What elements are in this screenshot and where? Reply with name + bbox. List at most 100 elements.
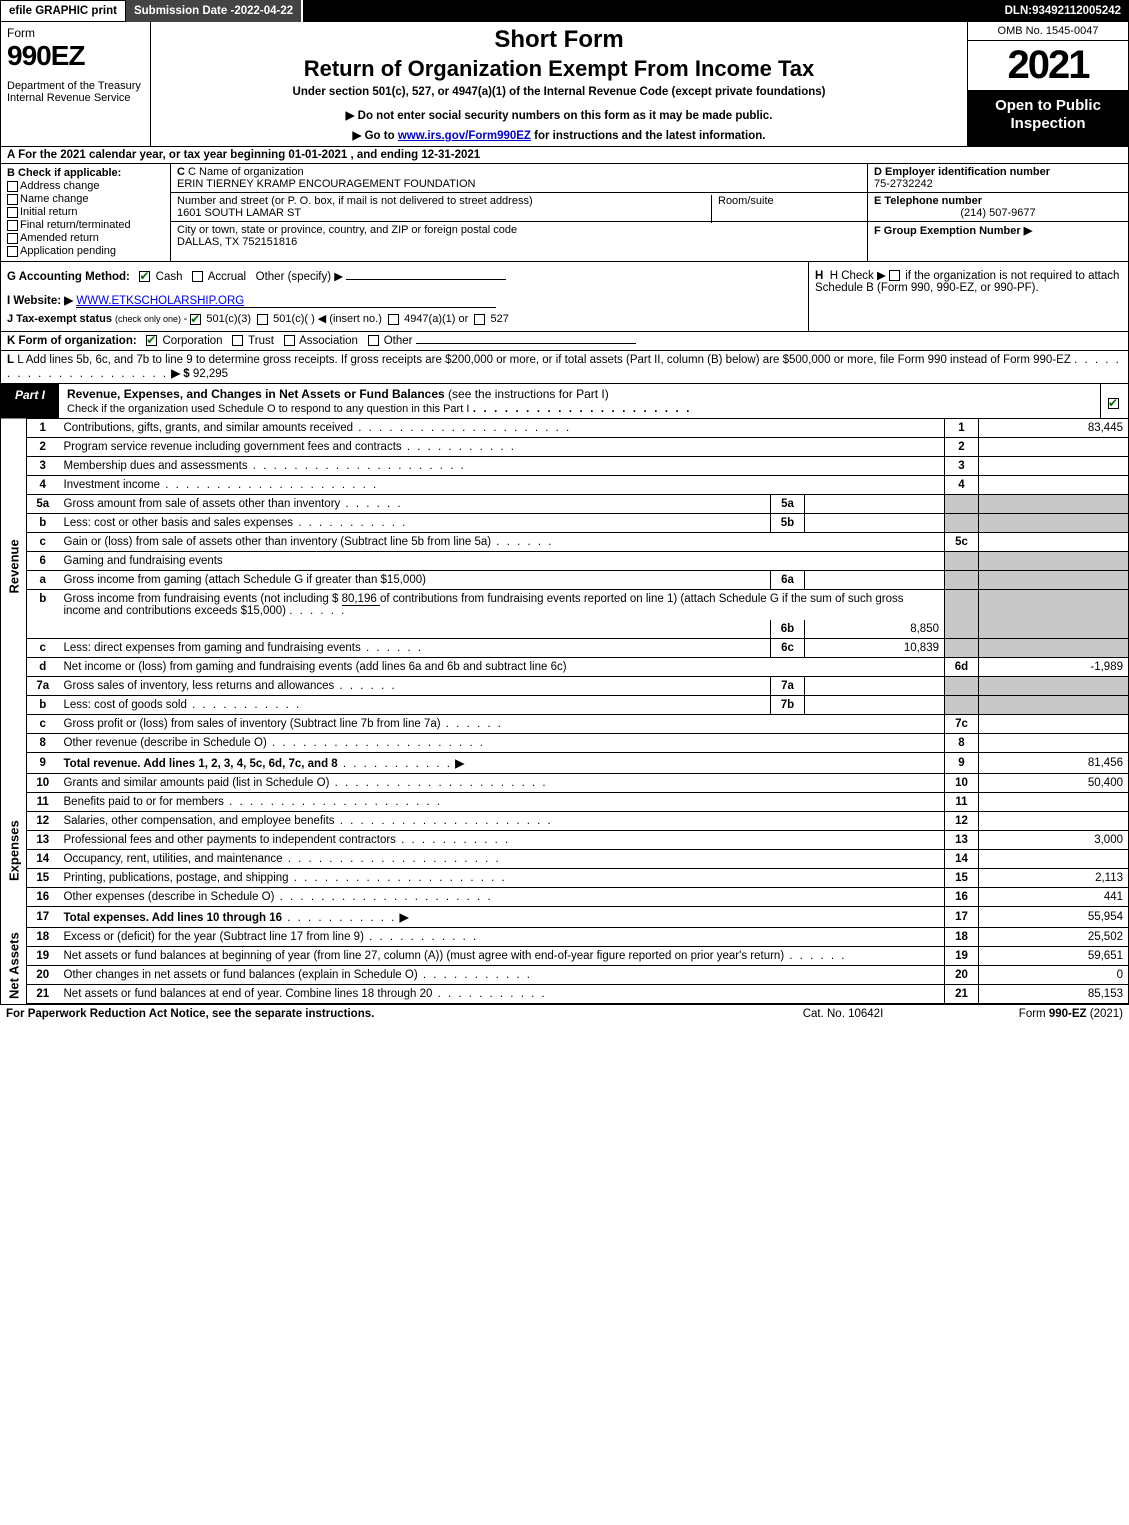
chk-initial-return[interactable]: Initial return xyxy=(7,206,164,218)
lines-table: Revenue 1 Contributions, gifts, grants, … xyxy=(0,419,1129,1004)
line-20-num: 20 xyxy=(945,966,979,985)
line-7c-no: c xyxy=(27,715,59,734)
chk-application-pending[interactable]: Application pending xyxy=(7,245,164,257)
line-5c-amt xyxy=(979,533,1129,552)
chk-address-change[interactable]: Address change xyxy=(7,180,164,192)
submission-date-label: Submission Date - xyxy=(134,5,234,17)
line-4-amt xyxy=(979,476,1129,495)
part1-schedule-o-check[interactable] xyxy=(1100,384,1128,418)
g-label: G Accounting Method: xyxy=(7,271,130,283)
line-6b-desc: Gross income from fundraising events (no… xyxy=(59,590,945,621)
line-1-amt: 83,445 xyxy=(979,419,1129,438)
line-14-num: 14 xyxy=(945,850,979,869)
l-value: 92,295 xyxy=(193,368,228,380)
chk-association[interactable] xyxy=(284,335,295,346)
line-8-num: 8 xyxy=(945,734,979,753)
chk-501c3[interactable] xyxy=(190,314,201,325)
block-bcdef: B Check if applicable: Address change Na… xyxy=(0,164,1129,261)
dln-value: 93492112005242 xyxy=(1032,5,1121,17)
omb-number: OMB No. 1545-0047 xyxy=(968,22,1128,41)
row-l: L L Add lines 5b, 6c, and 7b to line 9 t… xyxy=(0,351,1129,384)
chk-other-org[interactable] xyxy=(368,335,379,346)
chk-accrual[interactable] xyxy=(192,271,203,282)
line-6b-underline: 80,196 xyxy=(342,593,380,606)
website-link[interactable]: WWW.ETKSCHOLARSHIP.ORG xyxy=(76,295,244,307)
line-7a-subval xyxy=(805,677,945,696)
efile-print-label[interactable]: efile GRAPHIC print xyxy=(0,0,126,22)
line-3-no: 3 xyxy=(27,457,59,476)
line-2-num: 2 xyxy=(945,438,979,457)
section-def: D Employer identification number 75-2732… xyxy=(868,164,1128,261)
header-right: OMB No. 1545-0047 2021 Open to Public In… xyxy=(968,22,1128,146)
tax-year: 2021 xyxy=(968,41,1128,91)
line-6d-no: d xyxy=(27,658,59,677)
line-7a-no: 7a xyxy=(27,677,59,696)
chk-cash[interactable] xyxy=(139,271,150,282)
g-other-blank xyxy=(346,268,506,280)
line-3-num: 3 xyxy=(945,457,979,476)
line-5b-no: b xyxy=(27,514,59,533)
line-21-amt: 85,153 xyxy=(979,985,1129,1004)
line-18-no: 18 xyxy=(27,928,59,947)
line-5a-desc: Gross amount from sale of assets other t… xyxy=(59,495,771,514)
line-16-num: 16 xyxy=(945,888,979,907)
h-schedule-b: H H Check ▶ if the organization is not r… xyxy=(808,262,1128,331)
section-b: B Check if applicable: Address change Na… xyxy=(1,164,171,261)
form-number: 990EZ xyxy=(7,40,144,72)
line-5c-desc: Gain or (loss) from sale of assets other… xyxy=(59,533,945,552)
line-13-desc: Professional fees and other payments to … xyxy=(59,831,945,850)
form-header: Form 990EZ Department of the Treasury In… xyxy=(0,22,1129,147)
line-5a-sub: 5a xyxy=(771,495,805,514)
line-1-no: 1 xyxy=(27,419,59,438)
chk-final-return[interactable]: Final return/terminated xyxy=(7,219,164,231)
dln: DLN: 93492112005242 xyxy=(997,0,1129,22)
line-6-no: 6 xyxy=(27,552,59,571)
line-6d-desc: Net income or (loss) from gaming and fun… xyxy=(59,658,945,677)
header-center: Short Form Return of Organization Exempt… xyxy=(151,22,968,146)
chk-trust[interactable] xyxy=(232,335,243,346)
chk-corporation[interactable] xyxy=(146,335,157,346)
line-17-desc: Total expenses. Add lines 10 through 16 … xyxy=(59,907,945,928)
line-15-no: 15 xyxy=(27,869,59,888)
short-form-title: Short Form xyxy=(159,26,959,54)
chk-name-change[interactable]: Name change xyxy=(7,193,164,205)
d-label: D Employer identification number xyxy=(874,166,1122,178)
line-14-no: 14 xyxy=(27,850,59,869)
l-text: L Add lines 5b, 6c, and 7b to line 9 to … xyxy=(17,354,1071,366)
chk-501c[interactable] xyxy=(257,314,268,325)
c-city-label: City or town, state or province, country… xyxy=(177,224,861,236)
chk-schedule-b[interactable] xyxy=(889,270,900,281)
line-15-desc: Printing, publications, postage, and shi… xyxy=(59,869,945,888)
line-5a-grey-amt xyxy=(979,495,1129,514)
k-label: K Form of organization: xyxy=(7,335,137,347)
line-7a-sub: 7a xyxy=(771,677,805,696)
line-6d-amt: -1,989 xyxy=(979,658,1129,677)
l-arrow: ▶ $ xyxy=(171,368,193,380)
line-9-no: 9 xyxy=(27,753,59,774)
k-other-blank xyxy=(416,343,636,344)
line-4-num: 4 xyxy=(945,476,979,495)
line-1-num: 1 xyxy=(945,419,979,438)
line-1-desc: Contributions, gifts, grants, and simila… xyxy=(59,419,945,438)
line-6a-sub: 6a xyxy=(771,571,805,590)
line-2-amt xyxy=(979,438,1129,457)
line-6c-desc: Less: direct expenses from gaming and fu… xyxy=(59,639,771,658)
sidetab-revenue: Revenue xyxy=(1,419,27,715)
chk-527[interactable] xyxy=(474,314,485,325)
line-19-desc: Net assets or fund balances at beginning… xyxy=(59,947,945,966)
line-12-no: 12 xyxy=(27,812,59,831)
line-17-no: 17 xyxy=(27,907,59,928)
line-5a-subval xyxy=(805,495,945,514)
goto-pre: ▶ Go to xyxy=(353,130,398,142)
chk-4947[interactable] xyxy=(388,314,399,325)
line-11-num: 11 xyxy=(945,793,979,812)
g-accounting: G Accounting Method: Cash Accrual Other … xyxy=(1,262,808,331)
chk-amended-return[interactable]: Amended return xyxy=(7,232,164,244)
open-to-public: Open to Public Inspection xyxy=(968,91,1128,146)
line-20-desc: Other changes in net assets or fund bala… xyxy=(59,966,945,985)
line-8-amt xyxy=(979,734,1129,753)
line-3-desc: Membership dues and assessments xyxy=(59,457,945,476)
irs-link[interactable]: www.irs.gov/Form990EZ xyxy=(398,130,531,142)
line-16-no: 16 xyxy=(27,888,59,907)
part1-title: Revenue, Expenses, and Changes in Net As… xyxy=(59,384,1100,418)
